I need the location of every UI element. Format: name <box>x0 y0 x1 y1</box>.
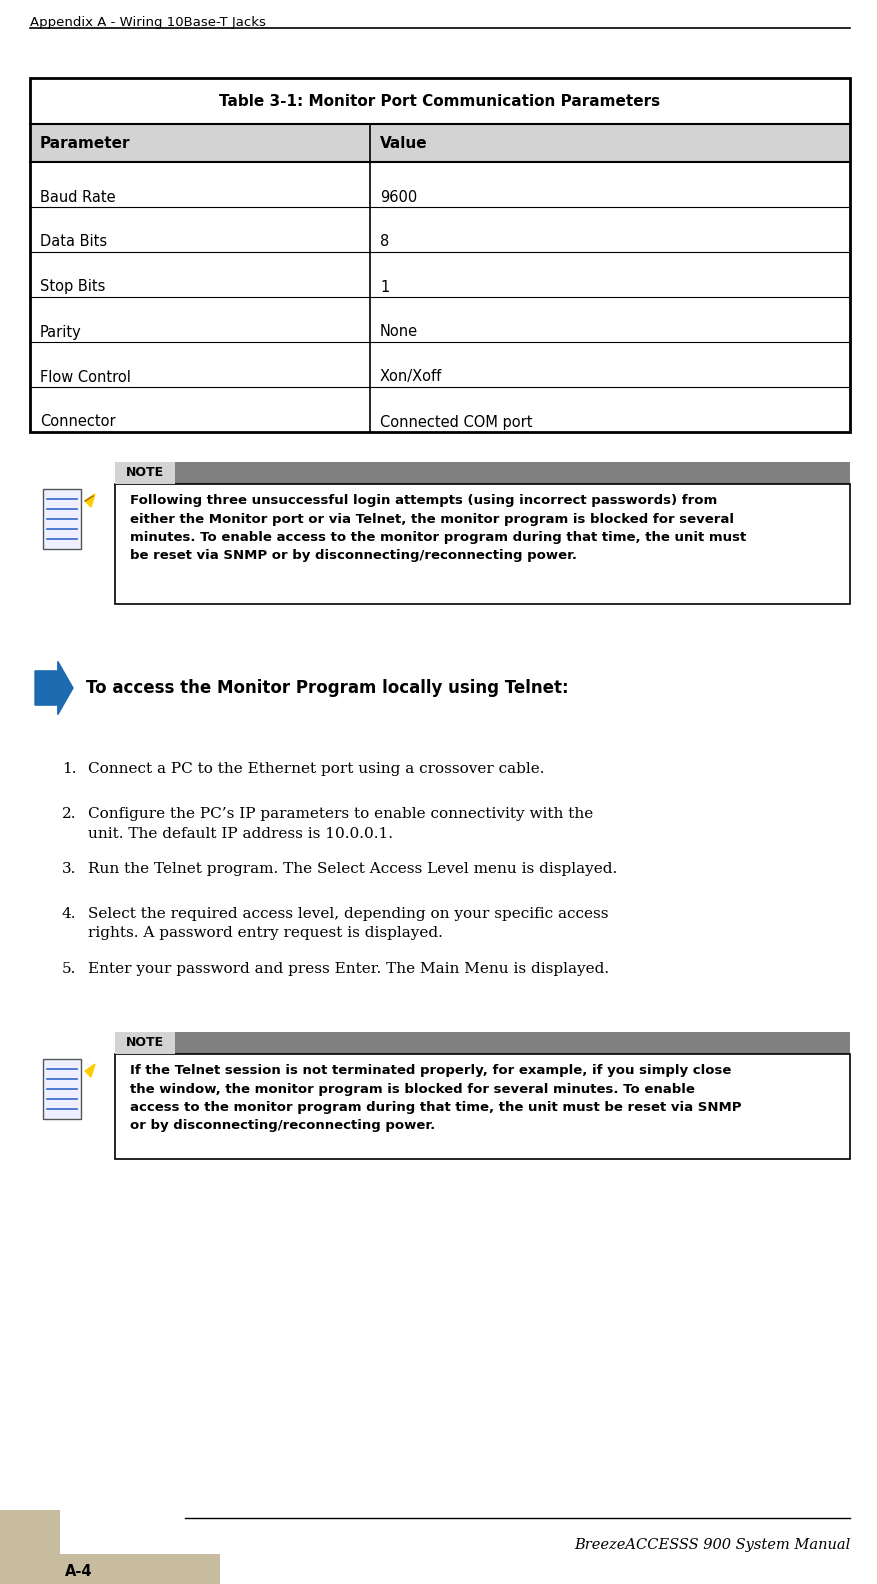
Text: 3.: 3. <box>62 862 76 876</box>
Bar <box>43 489 81 550</box>
Bar <box>115 1033 850 1053</box>
Text: NOTE: NOTE <box>126 1036 164 1050</box>
Text: Data Bits: Data Bits <box>40 234 107 250</box>
Text: BreezeACCESSS 900 System Manual: BreezeACCESSS 900 System Manual <box>574 1538 850 1552</box>
Text: Flow Control: Flow Control <box>40 369 131 385</box>
Bar <box>115 1033 175 1053</box>
Text: Connect a PC to the Ethernet port using a crossover cable.: Connect a PC to the Ethernet port using … <box>88 762 545 776</box>
Bar <box>30 252 850 296</box>
Text: Run the Telnet program. The Select Access Level menu is displayed.: Run the Telnet program. The Select Acces… <box>88 862 617 876</box>
Text: Configure the PC’s IP parameters to enable connectivity with the
unit. The defau: Configure the PC’s IP parameters to enab… <box>88 806 593 841</box>
Bar <box>30 78 850 124</box>
Text: Connected COM port: Connected COM port <box>380 415 532 429</box>
Text: Select the required access level, depending on your specific access
rights. A pa: Select the required access level, depend… <box>88 908 609 941</box>
Polygon shape <box>35 662 73 714</box>
Text: 2.: 2. <box>62 806 76 821</box>
Bar <box>115 463 850 485</box>
Text: Parameter: Parameter <box>40 136 131 150</box>
Polygon shape <box>85 494 95 507</box>
Text: Following three unsuccessful login attempts (using incorrect passwords) from
eit: Following three unsuccessful login attem… <box>130 494 746 562</box>
Bar <box>60 1510 220 1554</box>
Text: Parity: Parity <box>40 325 82 339</box>
Bar <box>30 342 850 386</box>
Bar <box>115 1053 850 1159</box>
Bar <box>0 1510 220 1584</box>
Text: Connector: Connector <box>40 415 116 429</box>
Bar <box>43 1060 81 1118</box>
Bar <box>115 463 175 485</box>
Bar <box>30 124 850 162</box>
Text: Value: Value <box>380 136 428 150</box>
Text: Appendix A - Wiring 10Base-T Jacks: Appendix A - Wiring 10Base-T Jacks <box>30 16 266 29</box>
Text: 5.: 5. <box>62 961 76 976</box>
Bar <box>30 78 850 432</box>
Bar <box>30 162 850 208</box>
Text: 1.: 1. <box>62 762 76 776</box>
Text: Table 3-1: Monitor Port Communication Parameters: Table 3-1: Monitor Port Communication Pa… <box>219 93 660 108</box>
Bar <box>30 386 850 432</box>
Text: Enter your password and press Enter. The Main Menu is displayed.: Enter your password and press Enter. The… <box>88 961 610 976</box>
Text: To access the Monitor Program locally using Telnet:: To access the Monitor Program locally us… <box>86 680 568 697</box>
Text: Baud Rate: Baud Rate <box>40 190 116 204</box>
Text: A-4: A-4 <box>65 1565 92 1579</box>
Text: 8: 8 <box>380 234 389 250</box>
Text: None: None <box>380 325 418 339</box>
Bar <box>30 296 850 342</box>
Bar <box>115 485 850 604</box>
Text: Stop Bits: Stop Bits <box>40 279 105 295</box>
Bar <box>30 208 850 252</box>
Text: NOTE: NOTE <box>126 467 164 480</box>
Text: 9600: 9600 <box>380 190 417 204</box>
Text: 4.: 4. <box>62 908 76 920</box>
Polygon shape <box>85 1064 95 1077</box>
Text: 1: 1 <box>380 279 389 295</box>
Text: If the Telnet session is not terminated properly, for example, if you simply clo: If the Telnet session is not terminated … <box>130 1064 741 1133</box>
Text: Xon/Xoff: Xon/Xoff <box>380 369 442 385</box>
